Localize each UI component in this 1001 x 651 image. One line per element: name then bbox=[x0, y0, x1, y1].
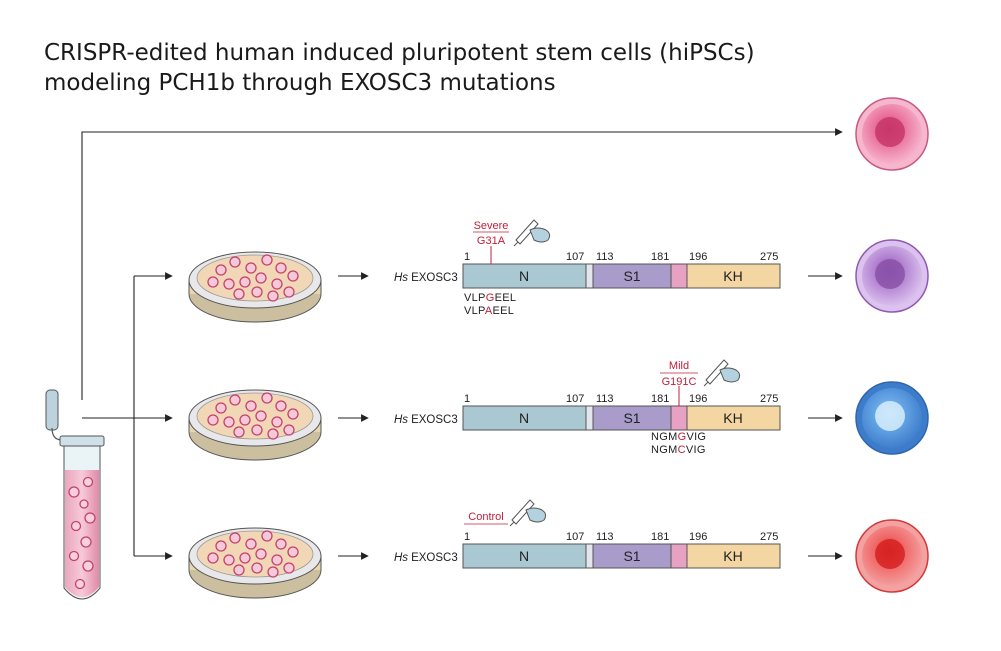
protein-diagram-mild: Hs EXOSC3 N S1 KH 1 107 113 181 196 275 M… bbox=[394, 359, 781, 456]
protein-label: Hs EXOSC3 bbox=[394, 272, 458, 284]
domain-kh bbox=[686, 543, 781, 569]
position-label: 275 bbox=[760, 393, 778, 405]
wildtype-sequence: NGMGVIG bbox=[651, 431, 706, 443]
position-label: 181 bbox=[651, 251, 669, 263]
cell-icon bbox=[855, 519, 929, 593]
mutation-label: G191C bbox=[662, 376, 697, 388]
domain-kh bbox=[686, 263, 781, 289]
position-label: 1 bbox=[464, 251, 470, 263]
protein-diagram-control: Hs EXOSC3 N S1 KH 1 107 113 181 196 275 C… bbox=[394, 499, 781, 569]
gene-label: EXOSC3 bbox=[411, 414, 458, 426]
domain-s1-label: S1 bbox=[623, 268, 640, 284]
domain-kh-label: KH bbox=[723, 268, 742, 284]
linker-2 bbox=[670, 263, 688, 289]
domain-n-label: N bbox=[519, 268, 529, 284]
flow-lines bbox=[81, 128, 843, 560]
position-label: 107 bbox=[566, 393, 584, 405]
cell-icon bbox=[855, 381, 929, 455]
severity-label: Control bbox=[468, 511, 503, 523]
species-label: Hs bbox=[394, 414, 408, 426]
position-label: 196 bbox=[689, 393, 707, 405]
protein-label: Hs EXOSC3 bbox=[394, 414, 458, 426]
domain-n bbox=[462, 263, 587, 289]
diagram-title: CRISPR-edited human induced pluripotent … bbox=[44, 38, 755, 98]
protein-label: Hs EXOSC3 bbox=[394, 552, 458, 564]
mutant-sequence: NGMCVIG bbox=[651, 444, 706, 456]
position-label: 275 bbox=[760, 531, 778, 543]
position-label: 275 bbox=[760, 251, 778, 263]
gene-label: EXOSC3 bbox=[411, 552, 458, 564]
petri-dish-icon bbox=[188, 251, 322, 323]
position-label: 196 bbox=[689, 531, 707, 543]
pen-hand-icon bbox=[703, 359, 741, 387]
position-label: 181 bbox=[651, 393, 669, 405]
pen-hand-icon bbox=[509, 499, 547, 527]
domain-n bbox=[462, 543, 587, 569]
position-label: 196 bbox=[689, 251, 707, 263]
domain-s1 bbox=[592, 405, 672, 431]
position-label: 107 bbox=[566, 531, 584, 543]
position-label: 181 bbox=[651, 531, 669, 543]
position-label: 1 bbox=[464, 531, 470, 543]
protein-diagram-severe: Hs EXOSC3 N S1 KH 1 107 113 181 196 275 S… bbox=[394, 219, 781, 317]
domain-s1 bbox=[592, 543, 672, 569]
severity-label: Severe bbox=[474, 220, 509, 232]
title-line-2: modeling PCH1b through EXOSC3 mutations bbox=[44, 70, 556, 96]
pen-hand-icon bbox=[513, 219, 551, 247]
linker-1 bbox=[585, 263, 594, 289]
cell-icon bbox=[855, 239, 929, 313]
domain-n-label: N bbox=[519, 410, 529, 426]
position-label: 113 bbox=[596, 251, 614, 263]
domain-kh-label: KH bbox=[723, 410, 742, 426]
flow-line-top bbox=[81, 128, 843, 400]
title-line-1: CRISPR-edited human induced pluripotent … bbox=[44, 40, 755, 66]
gene-label: EXOSC3 bbox=[411, 272, 458, 284]
linker-2 bbox=[670, 405, 688, 431]
domain-n-label: N bbox=[519, 548, 529, 564]
position-label: 107 bbox=[566, 251, 584, 263]
linker-2 bbox=[670, 543, 688, 569]
petri-dish-icon bbox=[188, 389, 322, 461]
cell-icon bbox=[855, 97, 929, 171]
position-label: 1 bbox=[464, 393, 470, 405]
domain-s1-label: S1 bbox=[623, 410, 640, 426]
wildtype-sequence: VLPGEEL bbox=[464, 292, 516, 304]
species-label: Hs bbox=[394, 272, 408, 284]
linker-1 bbox=[585, 543, 594, 569]
domain-kh-label: KH bbox=[723, 548, 742, 564]
domain-s1-label: S1 bbox=[623, 548, 640, 564]
test-tube-icon bbox=[45, 389, 105, 600]
mutant-sequence: VLPAEEL bbox=[464, 305, 514, 317]
species-label: Hs bbox=[394, 552, 408, 564]
domain-kh bbox=[686, 405, 781, 431]
severity-label: Mild bbox=[669, 360, 689, 372]
linker-1 bbox=[585, 405, 594, 431]
position-label: 113 bbox=[596, 393, 614, 405]
petri-dish-icon bbox=[188, 527, 322, 599]
position-label: 113 bbox=[596, 531, 614, 543]
domain-s1 bbox=[592, 263, 672, 289]
mutation-label: G31A bbox=[477, 235, 506, 247]
